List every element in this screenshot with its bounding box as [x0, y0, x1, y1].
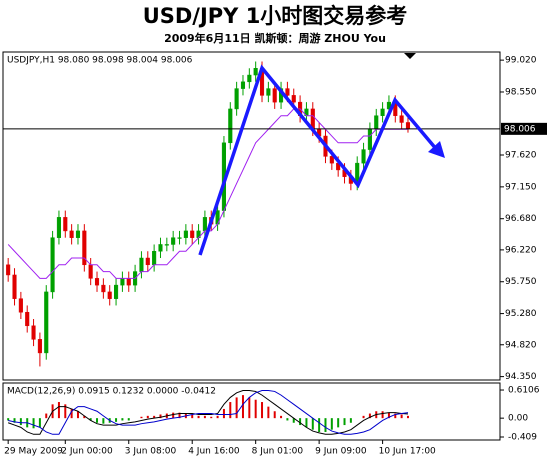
candle-body	[126, 278, 131, 286]
candle-body	[253, 68, 258, 76]
price-panel	[2, 51, 501, 381]
y-tick-label: 99.020	[505, 56, 537, 66]
moving-average	[7, 108, 408, 279]
candle-body	[69, 230, 74, 238]
last-price-label: 98.006	[504, 124, 536, 134]
x-tick-label: 10 Jun 17:00	[379, 447, 436, 457]
candle-body	[145, 257, 150, 266]
x-tick-label: 4 Jun 16:00	[188, 447, 240, 457]
candle-body	[139, 257, 144, 272]
candle-body	[285, 88, 290, 96]
y-tick-label: 0.00	[508, 414, 528, 424]
candle-body	[82, 230, 87, 266]
candle-body	[75, 230, 81, 238]
macd-panel	[2, 382, 501, 441]
candle-body	[183, 230, 188, 238]
macd-info: MACD(12,26,9) 0.0915 0.1232 0.0000 -0.04…	[7, 387, 216, 397]
candle-body	[234, 88, 239, 110]
candle-body	[374, 115, 379, 130]
macd-line	[8, 390, 409, 435]
candle-body	[101, 284, 106, 293]
candle-body	[247, 74, 252, 83]
candle-body	[291, 95, 296, 103]
candle-body	[56, 217, 61, 238]
macd-line	[8, 390, 409, 435]
marker-triangle	[404, 53, 416, 59]
trend-arrowhead	[428, 141, 445, 158]
candle-body	[272, 88, 277, 103]
candle-body	[202, 217, 207, 232]
candle-body	[380, 108, 385, 116]
candle-body	[177, 237, 182, 239]
candle-body	[266, 88, 271, 96]
y-tick-label: 96.220	[505, 245, 537, 255]
y-tick-label: 98.550	[505, 87, 537, 97]
candle-body	[25, 311, 30, 327]
x-tick-label: 2 Jun 00:00	[61, 447, 113, 457]
candle-body	[94, 278, 100, 286]
candle-body	[361, 149, 366, 164]
candle-body	[6, 264, 11, 276]
trend-zigzag	[198, 64, 439, 256]
candle-body	[171, 237, 176, 245]
candle-body	[120, 278, 125, 286]
last-price-box	[501, 122, 547, 135]
y-tick-label: 97.620	[505, 151, 537, 161]
y-tick-label: 95.280	[505, 309, 537, 319]
price-info: USDJPY,H1 98.080 98.098 98.004 98.006	[7, 56, 193, 66]
candle-body	[164, 244, 169, 246]
candle-body	[63, 217, 68, 232]
y-tick-label: 97.150	[505, 182, 537, 192]
y-tick-label: 95.750	[505, 277, 537, 287]
candle-body	[50, 237, 55, 293]
candle-body	[228, 108, 233, 144]
candle-body	[114, 284, 119, 299]
candle-body	[152, 250, 157, 266]
candle-body	[399, 115, 404, 123]
candle-body	[240, 81, 246, 89]
x-tick-label: 8 Jun 01:00	[252, 447, 304, 457]
candle-body	[44, 291, 49, 354]
chart-title: USD/JPY 1小时图交易参考	[143, 4, 408, 28]
x-tick-label: 29 May 2009	[4, 447, 63, 457]
chart-subtitle: 2009年6月11日 凯斯顿：周游 ZHOU You	[164, 31, 386, 45]
candle-body	[12, 274, 17, 299]
candle-body	[107, 291, 112, 299]
candle-body	[18, 298, 23, 313]
y-tick-label: 96.680	[505, 214, 537, 224]
y-tick-label: 94.350	[505, 372, 537, 382]
y-tick-label: 0.6106	[508, 386, 540, 396]
candle-body	[31, 325, 36, 340]
candle-body	[37, 339, 42, 354]
candle-body	[329, 156, 334, 164]
candle-body	[190, 230, 195, 238]
x-tick-label: 3 Jun 08:00	[125, 447, 177, 457]
x-tick-label: 9 Jun 09:00	[315, 447, 367, 457]
y-tick-label: 94.820	[505, 340, 537, 350]
candle-body	[158, 244, 163, 252]
y-tick-label: -0.409	[508, 433, 537, 443]
candle-body	[367, 129, 372, 150]
candle-body	[88, 264, 93, 279]
candle-body	[405, 122, 411, 130]
